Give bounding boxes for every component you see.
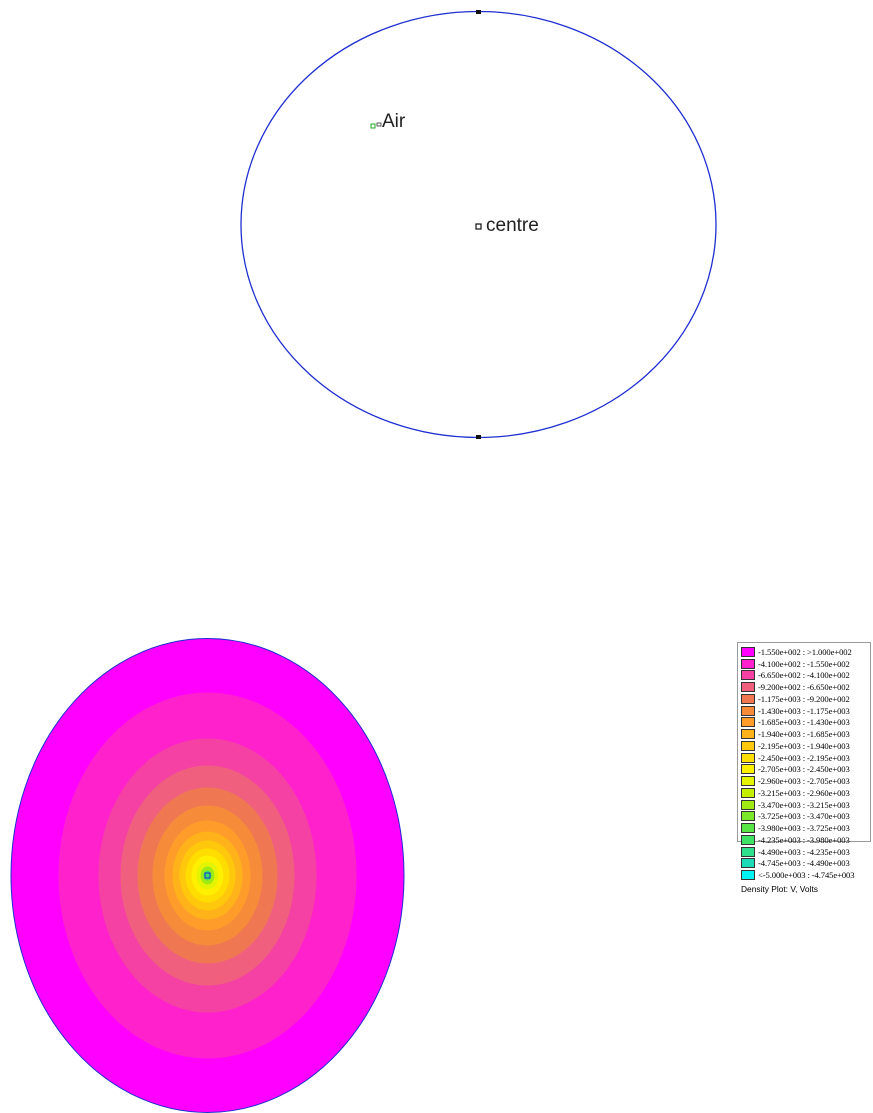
legend-swatch [741, 717, 755, 728]
density-plot-view [10, 638, 405, 1113]
legend-range-label: -1.685e+003 : -1.430e+003 [758, 717, 850, 728]
legend-row: -3.980e+003 : -3.725e+003 [741, 822, 868, 834]
legend-row: -3.725e+003 : -3.470e+003 [741, 811, 868, 823]
legend-range-label: -3.470e+003 : -3.215e+003 [758, 799, 850, 810]
legend-swatch [741, 823, 755, 834]
legend-row: -1.175e+003 : -9.200e+002 [741, 693, 868, 705]
legend-range-label: -9.200e+002 : -6.650e+002 [758, 682, 850, 693]
air-label-marker [376, 122, 382, 127]
legend-swatch [741, 729, 755, 740]
legend-range-label: -4.235e+003 : -3.980e+003 [758, 834, 850, 845]
legend-swatch [741, 776, 755, 787]
legend-swatch [741, 799, 755, 810]
legend-swatch [741, 740, 755, 751]
legend-row: -2.195e+003 : -1.940e+003 [741, 740, 868, 752]
legend-range-label: -2.450e+003 : -2.195e+003 [758, 752, 850, 763]
legend-swatch [741, 658, 755, 669]
density-bands [11, 638, 404, 1113]
air-block-marker[interactable] [370, 123, 376, 129]
legend-range-label: <-5.000e+003 : -4.745e+003 [758, 870, 855, 881]
legend-range-label: -2.705e+003 : -2.450e+003 [758, 764, 850, 775]
legend-row: -6.650e+002 : -4.100e+002 [741, 670, 868, 682]
legend-range-label: -6.650e+002 : -4.100e+002 [758, 670, 850, 681]
legend-range-label: -1.430e+003 : -1.175e+003 [758, 705, 850, 716]
legend-row: -1.940e+003 : -1.685e+003 [741, 728, 868, 740]
legend-swatch [741, 670, 755, 681]
density-legend: -1.550e+002 : >1.000e+002 -4.100e+002 : -… [737, 642, 871, 894]
legend-range-label: -3.215e+003 : -2.960e+003 [758, 787, 850, 798]
air-label: Air [382, 111, 406, 132]
legend-row: -3.215e+003 : -2.960e+003 [741, 787, 868, 799]
legend-row: -4.100e+002 : -1.550e+002 [741, 658, 868, 670]
legend-row: <-5.000e+003 : -4.745e+003 [741, 869, 868, 881]
legend-swatch [741, 870, 755, 881]
legend-swatch [741, 858, 755, 869]
legend-range-label: -3.725e+003 : -3.470e+003 [758, 811, 850, 822]
centre-point-marker[interactable] [475, 223, 482, 230]
boundary-node-top[interactable] [476, 10, 481, 14]
boundary-node-bottom[interactable] [476, 435, 481, 439]
centre-label: centre [486, 215, 539, 236]
legend-range-label: -2.195e+003 : -1.940e+003 [758, 740, 850, 751]
legend-range-label: -4.100e+002 : -1.550e+002 [758, 658, 850, 669]
legend-range-label: -3.980e+003 : -3.725e+003 [758, 823, 850, 834]
legend-range-label: -2.960e+003 : -2.705e+003 [758, 776, 850, 787]
legend-row: -2.960e+003 : -2.705e+003 [741, 775, 868, 787]
legend-swatch [741, 846, 755, 857]
legend-row: -1.685e+003 : -1.430e+003 [741, 717, 868, 729]
legend-swatch [741, 752, 755, 763]
legend-title: Density Plot: V, Volts [741, 884, 818, 894]
legend-row: -1.550e+002 : >1.000e+002 [741, 646, 868, 658]
legend-row: -2.705e+003 : -2.450e+003 [741, 764, 868, 776]
legend-range-label: -4.745e+003 : -4.490e+003 [758, 858, 850, 869]
legend-swatch [741, 693, 755, 704]
legend-swatch [741, 646, 755, 657]
legend-swatch [741, 705, 755, 716]
geometry-view: Air centre [240, 10, 717, 439]
legend-row: -4.490e+003 : -4.235e+003 [741, 846, 868, 858]
legend-swatch [741, 764, 755, 775]
density-centre-marker [204, 872, 211, 879]
legend-range-label: -1.940e+003 : -1.685e+003 [758, 729, 850, 740]
legend-range-label: -1.175e+003 : -9.200e+002 [758, 693, 850, 704]
legend-row: -2.450e+003 : -2.195e+003 [741, 752, 868, 764]
legend-row: -1.430e+003 : -1.175e+003 [741, 705, 868, 717]
legend-row: -9.200e+002 : -6.650e+002 [741, 681, 868, 693]
legend-row: -4.235e+003 : -3.980e+003 [741, 834, 868, 846]
legend-swatch [741, 811, 755, 822]
legend-rows: -1.550e+002 : >1.000e+002 -4.100e+002 : -… [741, 646, 868, 881]
legend-range-label: -4.490e+003 : -4.235e+003 [758, 846, 850, 857]
legend-swatch [741, 682, 755, 693]
legend-row: -3.470e+003 : -3.215e+003 [741, 799, 868, 811]
legend-row: -4.745e+003 : -4.490e+003 [741, 858, 868, 870]
legend-swatch [741, 787, 755, 798]
legend-swatch [741, 834, 755, 845]
legend-range-label: -1.550e+002 : >1.000e+002 [758, 646, 852, 657]
